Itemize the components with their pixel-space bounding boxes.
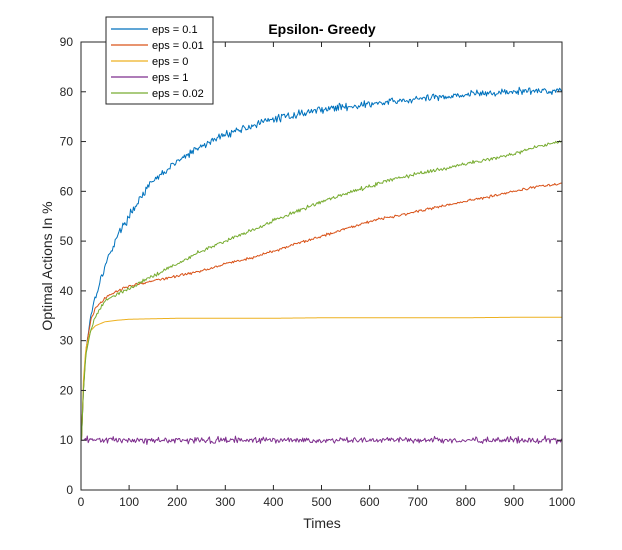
series-line-0	[80, 86, 562, 441]
y-axis-label: Optimal Actions In %	[39, 201, 55, 330]
x-tick-label: 300	[215, 495, 235, 509]
legend-label: eps = 1	[152, 72, 188, 84]
x-tick-label: 600	[360, 495, 380, 509]
y-tick-label: 70	[60, 135, 74, 149]
y-tick-label: 50	[60, 234, 74, 248]
y-tick-label: 0	[66, 483, 73, 497]
y-tick-label: 90	[60, 35, 74, 49]
y-tick-label: 20	[60, 383, 74, 397]
legend-label: eps = 0.1	[152, 24, 198, 36]
chart-title: Epsilon- Greedy	[268, 21, 376, 37]
y-tick-label: 80	[60, 85, 74, 99]
x-tick-label: 700	[408, 495, 428, 509]
x-tick-label: 100	[119, 495, 139, 509]
series-line-2	[80, 316, 562, 441]
x-tick-label: 500	[311, 495, 331, 509]
series-line-1	[80, 182, 562, 441]
y-tick-label: 60	[60, 184, 74, 198]
x-tick-label: 800	[456, 495, 476, 509]
x-tick-label: 0	[78, 495, 85, 509]
plot-background	[81, 42, 562, 490]
y-axis: 0 10 20 30 40 50 60 70 80 90	[60, 35, 562, 497]
legend-label: eps = 0.02	[152, 88, 204, 100]
x-axis-label: Times	[303, 515, 341, 531]
legend-label: eps = 0.01	[152, 40, 204, 52]
series-layer	[80, 86, 562, 445]
legend: eps = 0.1 eps = 0.01 eps = 0 eps = 1 eps = 0…	[105, 16, 214, 105]
x-tick-label: 200	[167, 495, 187, 509]
x-tick-label: 1000	[549, 495, 576, 509]
legend-label: eps = 0	[152, 56, 188, 68]
y-tick-label: 10	[60, 433, 74, 447]
x-axis: 0 100 200 300 400 500 600 700 800 900 1000	[78, 42, 576, 509]
x-tick-label: 400	[263, 495, 283, 509]
y-tick-label: 30	[60, 334, 74, 348]
series-line-3	[81, 435, 562, 445]
x-tick-label: 900	[504, 495, 524, 509]
series-line-4	[80, 140, 562, 441]
y-tick-label: 40	[60, 284, 74, 298]
